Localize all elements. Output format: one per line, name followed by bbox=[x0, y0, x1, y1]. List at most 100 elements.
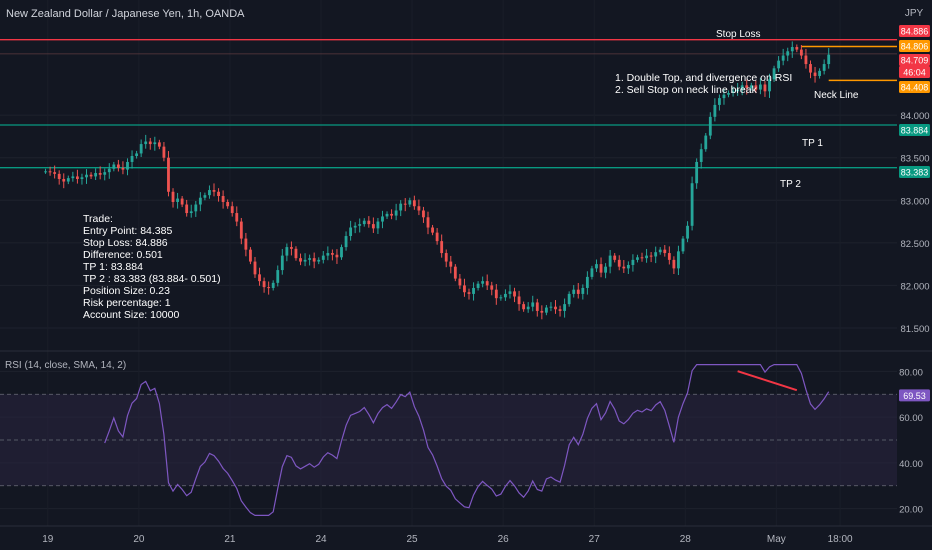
candle bbox=[563, 298, 567, 318]
candle bbox=[371, 217, 375, 233]
trade-line-4: TP 1: 83.884 bbox=[83, 261, 143, 273]
candle bbox=[499, 294, 503, 301]
candle bbox=[554, 300, 557, 314]
candle bbox=[203, 192, 207, 201]
candle bbox=[98, 166, 102, 180]
time-tick-label: 25 bbox=[407, 534, 419, 545]
price-tick-label: 82.000 bbox=[900, 281, 929, 292]
price-tag-countdown: 46:04 bbox=[899, 66, 930, 78]
candle bbox=[121, 161, 125, 175]
candle bbox=[417, 199, 421, 216]
candle bbox=[718, 94, 721, 111]
candle bbox=[330, 249, 334, 261]
trade-line-2: Stop Loss: 84.886 bbox=[83, 237, 168, 249]
candle bbox=[667, 246, 671, 265]
candle bbox=[185, 199, 189, 217]
candle bbox=[426, 211, 430, 235]
candle bbox=[822, 59, 826, 75]
price-tag-text: 84.806 bbox=[901, 42, 929, 52]
price-tag-text: 84.886 bbox=[901, 27, 929, 37]
candle bbox=[299, 253, 302, 266]
tp2-label: TP 2 bbox=[780, 179, 801, 190]
time-tick-label: 26 bbox=[498, 534, 510, 545]
rsi-divergence-line[interactable] bbox=[737, 370, 798, 392]
candle bbox=[490, 281, 494, 296]
candle bbox=[494, 284, 498, 305]
tp1-label: TP 1 bbox=[802, 138, 823, 149]
candle bbox=[804, 48, 808, 69]
candle bbox=[435, 228, 439, 245]
candle bbox=[795, 44, 799, 53]
candle bbox=[708, 112, 712, 140]
candle bbox=[44, 168, 47, 174]
time-tick-label: 27 bbox=[589, 534, 601, 545]
trade-line-3: Difference: 0.501 bbox=[83, 249, 163, 261]
candle bbox=[645, 248, 648, 263]
candle bbox=[385, 211, 389, 219]
price-tag-stop_loss: 84.886 bbox=[899, 25, 930, 37]
candle bbox=[230, 201, 234, 217]
candle bbox=[476, 281, 480, 291]
candle bbox=[362, 218, 366, 227]
trade-line-5: TP 2 : 83.383 (83.884- 0.501) bbox=[83, 273, 221, 285]
candle bbox=[522, 301, 526, 312]
strategy-note-2: 2. Sell Stop on neck line break bbox=[615, 84, 758, 96]
price-tag-text: 83.884 bbox=[901, 126, 929, 136]
candle bbox=[198, 192, 202, 212]
rsi-tick-label: 80.00 bbox=[899, 367, 923, 378]
candle bbox=[508, 284, 512, 299]
candle bbox=[763, 80, 767, 97]
candle bbox=[567, 291, 571, 307]
rsi-label[interactable]: RSI (14, close, SMA, 14, 2) bbox=[5, 360, 126, 371]
price-tick-label: 81.500 bbox=[900, 324, 929, 335]
rsi-line bbox=[104, 364, 830, 516]
candle bbox=[681, 236, 685, 254]
candle bbox=[786, 47, 790, 62]
candle bbox=[171, 188, 175, 208]
candle bbox=[253, 256, 257, 278]
candle bbox=[540, 305, 544, 320]
candle bbox=[221, 190, 225, 209]
candle bbox=[394, 203, 398, 221]
candle bbox=[226, 199, 230, 209]
candle bbox=[317, 257, 321, 265]
candle bbox=[176, 192, 179, 209]
candle bbox=[399, 200, 403, 217]
candle bbox=[695, 158, 699, 189]
candle bbox=[422, 206, 425, 223]
candle bbox=[531, 295, 535, 312]
candle bbox=[112, 161, 116, 172]
candle bbox=[303, 253, 307, 267]
time-tick-label: 20 bbox=[133, 534, 145, 545]
candle bbox=[809, 60, 812, 79]
rsi-value-text: 69.53 bbox=[903, 391, 926, 401]
candle bbox=[116, 159, 120, 172]
candle bbox=[75, 169, 79, 184]
price-tag-tp: 83.383 bbox=[899, 166, 930, 178]
candle bbox=[640, 252, 644, 262]
candle bbox=[749, 82, 753, 91]
candle bbox=[403, 198, 407, 212]
time-tick-label: 18:00 bbox=[828, 534, 853, 545]
candle bbox=[768, 73, 771, 98]
candle bbox=[654, 246, 658, 264]
candle bbox=[740, 81, 744, 96]
candle bbox=[212, 183, 216, 197]
candle bbox=[107, 163, 111, 179]
symbol-title[interactable]: New Zealand Dollar / Japanese Yen, 1h, O… bbox=[6, 8, 245, 20]
candle bbox=[444, 249, 448, 268]
candle bbox=[663, 245, 667, 257]
candle bbox=[217, 188, 220, 202]
price-tick-label: 83.000 bbox=[900, 196, 929, 207]
price-tick-label: 83.500 bbox=[900, 154, 929, 165]
candle bbox=[208, 185, 211, 199]
price-tag-last: 84.709 bbox=[899, 54, 930, 66]
time-axis: 19 20 21 24 25 26 27 28 May 18:00 bbox=[42, 534, 853, 545]
candle bbox=[157, 139, 161, 150]
candle bbox=[558, 305, 562, 317]
candle bbox=[271, 280, 275, 291]
candle bbox=[622, 260, 626, 273]
candle bbox=[613, 253, 617, 263]
time-tick-label: May bbox=[767, 534, 786, 545]
trade-line-0: Trade: bbox=[83, 213, 113, 225]
